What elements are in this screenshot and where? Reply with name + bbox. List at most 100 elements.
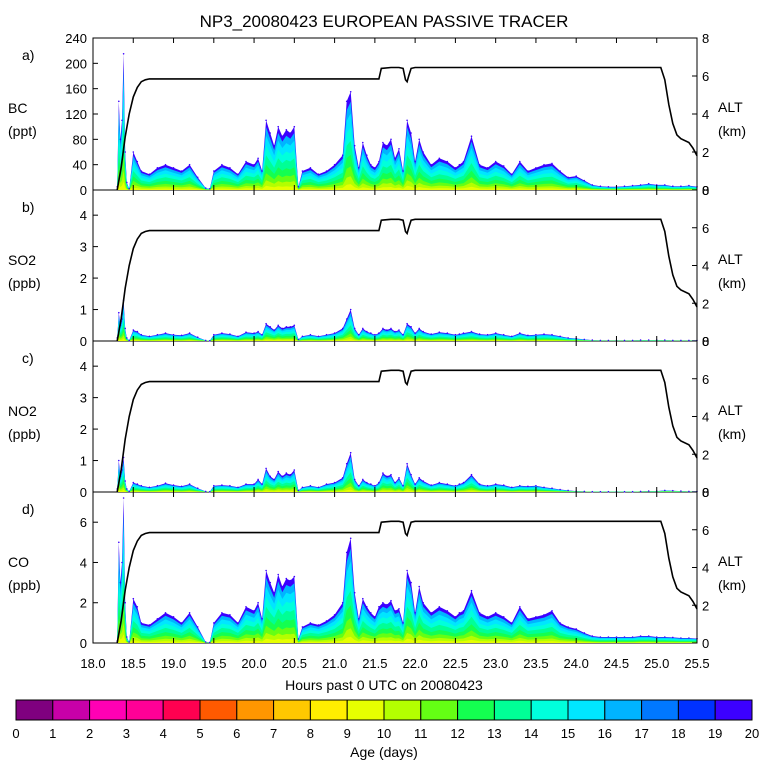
panel-a-age-band-4 — [117, 121, 697, 190]
panel-d-data-point — [680, 637, 682, 639]
panel-d-data-point — [502, 616, 505, 618]
panel-d-data-point — [265, 569, 267, 572]
xtick-label: 25.5 — [684, 656, 709, 671]
panel-c-data-point — [269, 475, 272, 478]
xtick-label: 22.0 — [402, 656, 427, 671]
panel-d-data-point — [140, 622, 143, 624]
panel-d-data-point — [559, 622, 561, 624]
panel-a-ytick-label: 240 — [65, 31, 87, 46]
panel-a-data-point — [281, 135, 284, 137]
panel-d-data-point — [398, 608, 400, 610]
panel-b-alt-tick-label: 8 — [702, 183, 709, 198]
panel-a-data-point — [156, 167, 159, 169]
panel-label-b: b) — [22, 199, 34, 215]
panel-b-alt-tick-label: 2 — [702, 296, 709, 311]
panel-d-altitude-line — [116, 520, 698, 644]
colorbar-tick-label: 3 — [123, 726, 130, 741]
panel-b-data-point — [591, 339, 594, 341]
panel-d-data-point — [418, 585, 421, 588]
panel-a-data-point — [607, 186, 610, 188]
panel-a-data-point — [273, 144, 276, 147]
panel-c-data-point — [358, 484, 360, 487]
panel-d-data-point — [664, 636, 666, 638]
panel-c-data-point — [180, 485, 183, 488]
panel-b-data-point — [583, 338, 586, 341]
panel-a-data-point — [382, 141, 384, 144]
panel-a-data-point — [140, 170, 143, 172]
colorbar-swatch — [346, 699, 385, 721]
panel-d-data-point — [358, 618, 360, 620]
panel-a-alt-tick-label: 8 — [702, 31, 709, 46]
panel-c-data-point — [551, 487, 553, 490]
colorbar-tick-label: 13 — [487, 726, 501, 741]
panel-d-data-point — [494, 612, 497, 614]
panel-a-data-point — [188, 163, 191, 166]
panel-a-data-point — [394, 157, 396, 160]
panel-a-data-point — [462, 160, 465, 163]
panel-a-data-point — [664, 184, 666, 186]
panel-a-data-point — [575, 175, 577, 177]
panel-b-data-point — [559, 335, 561, 338]
panel-a-data-point — [121, 119, 123, 122]
panel-d-data-point — [370, 612, 372, 614]
xtick-label: 18.5 — [121, 656, 146, 671]
panel-b-data-point — [567, 337, 569, 339]
panel-a-data-point — [599, 185, 602, 187]
panel-c-data-point — [382, 472, 384, 474]
panel-b-data-point — [430, 333, 433, 335]
panel-b-data-point — [672, 339, 674, 342]
panel-d-data-point — [639, 635, 642, 637]
panel-d-data-point — [519, 606, 521, 608]
panel-a-data-point — [293, 125, 296, 128]
panel-b-data-point — [237, 335, 239, 338]
colorbar-tick-label: 2 — [86, 726, 93, 741]
panel-d-data-point — [128, 641, 130, 643]
panel-a-data-point — [551, 162, 553, 165]
colorbar-tick-label: 16 — [598, 726, 612, 741]
alt-label-d: ALT — [718, 553, 743, 569]
colorbar-tick-label: 0 — [12, 726, 19, 741]
panel-c-data-point — [430, 484, 433, 486]
panel-b-data-point — [470, 330, 473, 333]
colorbar-swatch — [162, 699, 201, 721]
panel-b-data-point — [362, 327, 364, 330]
panel-c-alt-tick-label: 4 — [702, 410, 709, 425]
panel-a-data-point — [257, 157, 259, 160]
panel-a-data-point — [237, 173, 239, 175]
panel-d-data-point — [567, 626, 569, 628]
panel-c-ytick-label: 3 — [80, 391, 87, 406]
panel-c-data-point — [301, 486, 304, 489]
panel-d-data-point — [119, 581, 122, 584]
panel-d-data-point — [631, 636, 634, 638]
panel-d-data-point — [470, 589, 473, 592]
panel-b-data-point — [317, 335, 320, 338]
alt-unit-label-c: (km) — [718, 426, 746, 442]
panel-b-data-point — [269, 326, 272, 328]
panel-b-data-point — [325, 333, 328, 336]
panel-a-data-point — [535, 167, 537, 169]
panel-a-data-point — [378, 160, 380, 163]
chart-title: NP3_20080423 EUROPEAN PASSIVE TRACER — [200, 12, 569, 31]
panel-a-age-band-5 — [117, 102, 697, 190]
panel-c-data-point — [418, 477, 421, 479]
panel-c-data-point — [213, 484, 215, 487]
alt-label-c: ALT — [718, 402, 743, 418]
panel-d-alt-tick-label: 6 — [702, 523, 709, 538]
panel-c-data-point — [370, 483, 372, 485]
panel-c-data-point — [543, 486, 545, 489]
panel-b-data-point — [333, 332, 336, 334]
xtick-label: 22.5 — [443, 656, 468, 671]
panel-a-data-point — [345, 100, 348, 103]
panel-c-data-point — [325, 483, 328, 485]
panel-c-data-point — [285, 472, 288, 474]
panel-b-data-point — [261, 333, 263, 336]
panel-b-data-point — [245, 331, 247, 334]
panel-a-ytick-label: 40 — [73, 158, 87, 173]
panel-b-data-point — [458, 333, 461, 335]
panel-c-data-point — [680, 490, 682, 492]
unit-label-a: (ppt) — [8, 123, 37, 139]
panel-a-ytick-label: 0 — [80, 183, 87, 198]
panel-d-data-point — [148, 624, 151, 626]
panel-a-age-band-2 — [117, 157, 697, 190]
